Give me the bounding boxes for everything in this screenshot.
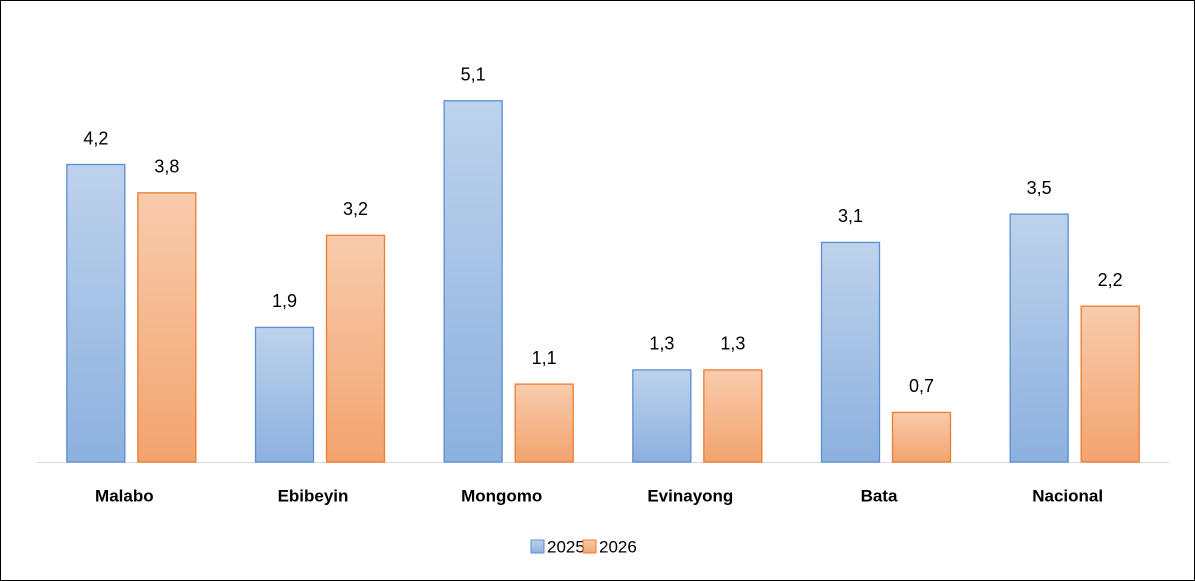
value-label: 3,5 bbox=[1027, 178, 1052, 198]
value-label: 3,8 bbox=[154, 157, 179, 177]
bar bbox=[1080, 305, 1140, 463]
bar bbox=[514, 383, 574, 463]
x-tick-label: Mongomo bbox=[461, 486, 542, 505]
bar bbox=[820, 241, 881, 463]
x-tick-label: Malabo bbox=[95, 486, 154, 505]
value-label: 3,1 bbox=[838, 206, 863, 226]
legend-label: 2025 bbox=[547, 537, 585, 556]
bar bbox=[66, 163, 126, 463]
value-label: 2,2 bbox=[1098, 270, 1123, 290]
bar bbox=[325, 234, 386, 463]
value-label: 1,9 bbox=[272, 291, 297, 311]
bar bbox=[703, 369, 763, 463]
value-label: 0,7 bbox=[909, 376, 934, 396]
legend-swatch bbox=[530, 539, 545, 554]
x-tick-label: Evinayong bbox=[647, 486, 733, 505]
value-label: 1,3 bbox=[720, 334, 745, 354]
bar bbox=[254, 326, 315, 463]
value-label: 1,3 bbox=[649, 334, 674, 354]
bar bbox=[891, 411, 952, 463]
bar bbox=[443, 100, 503, 463]
value-label: 5,1 bbox=[461, 65, 486, 85]
legend-label: 2026 bbox=[599, 537, 637, 556]
value-label: 3,2 bbox=[343, 199, 368, 219]
value-label: 4,2 bbox=[83, 128, 108, 148]
legend-swatch bbox=[582, 539, 597, 554]
bar bbox=[632, 369, 692, 463]
x-tick-label: Nacional bbox=[1032, 486, 1103, 505]
value-label: 1,1 bbox=[532, 348, 557, 368]
bar bbox=[1009, 213, 1069, 463]
bar bbox=[137, 192, 197, 463]
x-tick-label: Bata bbox=[861, 486, 898, 505]
x-tick-label: Ebibeyin bbox=[278, 486, 349, 505]
